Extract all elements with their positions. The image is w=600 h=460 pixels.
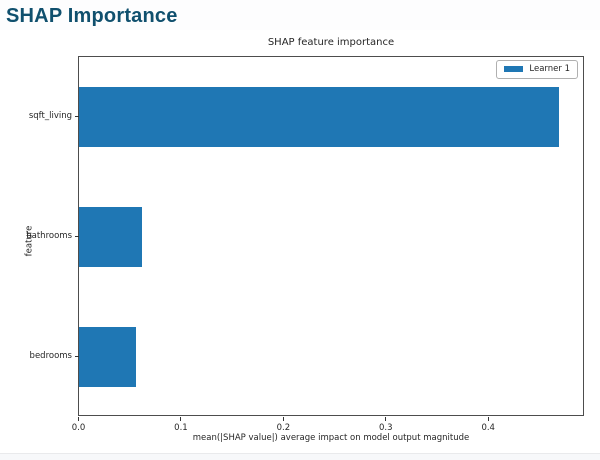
xtick-mark	[487, 417, 489, 421]
plot-area: sqft_living bathrooms bedrooms Learner 1	[26, 56, 584, 417]
xtick-mark	[78, 417, 79, 421]
xtick-mark	[180, 417, 182, 421]
figure-footer-strip	[0, 453, 600, 460]
xtick-mark	[282, 417, 284, 421]
ytick-mark	[75, 236, 79, 237]
legend-label: Learner 1	[529, 64, 570, 74]
ytick-label-bedrooms: bedrooms	[29, 351, 72, 361]
xtick-label-0.0: 0.0	[71, 423, 86, 433]
ytick-mark	[75, 356, 79, 357]
shap-importance-figure: SHAP feature importance feature sqft_liv…	[0, 30, 600, 453]
bar-row-bathrooms: bathrooms	[26, 177, 583, 297]
xtick-label-0.2: 0.2	[276, 423, 291, 433]
xtick-mark	[385, 417, 387, 421]
page-header: SHAP Importance	[6, 5, 600, 31]
x-axis: 0.0 0.1 0.2 0.3 0.4	[72, 417, 584, 447]
legend-swatch-icon	[504, 66, 524, 73]
bar-bathrooms	[79, 207, 143, 267]
ytick-mark	[75, 116, 79, 117]
ytick-label-bathrooms: bathrooms	[26, 231, 72, 241]
chart-legend: Learner 1	[496, 60, 578, 79]
xtick-label-0.4: 0.4	[481, 423, 495, 433]
ytick-label-sqft_living: sqft_living	[28, 111, 72, 121]
bar-row-bedrooms: bedrooms	[30, 297, 583, 417]
page-title: SHAP Importance	[6, 5, 178, 27]
bar-sqft_living	[79, 87, 559, 147]
xtick-label-0.3: 0.3	[379, 423, 393, 433]
chart-title: SHAP feature importance	[267, 37, 395, 48]
bar-row-sqft_living: sqft_living	[29, 57, 583, 177]
xtick-label-0.1: 0.1	[174, 423, 188, 433]
x-axis-label: mean(|SHAP value|) average impact on mod…	[192, 433, 470, 443]
bar-bedrooms	[79, 327, 137, 387]
